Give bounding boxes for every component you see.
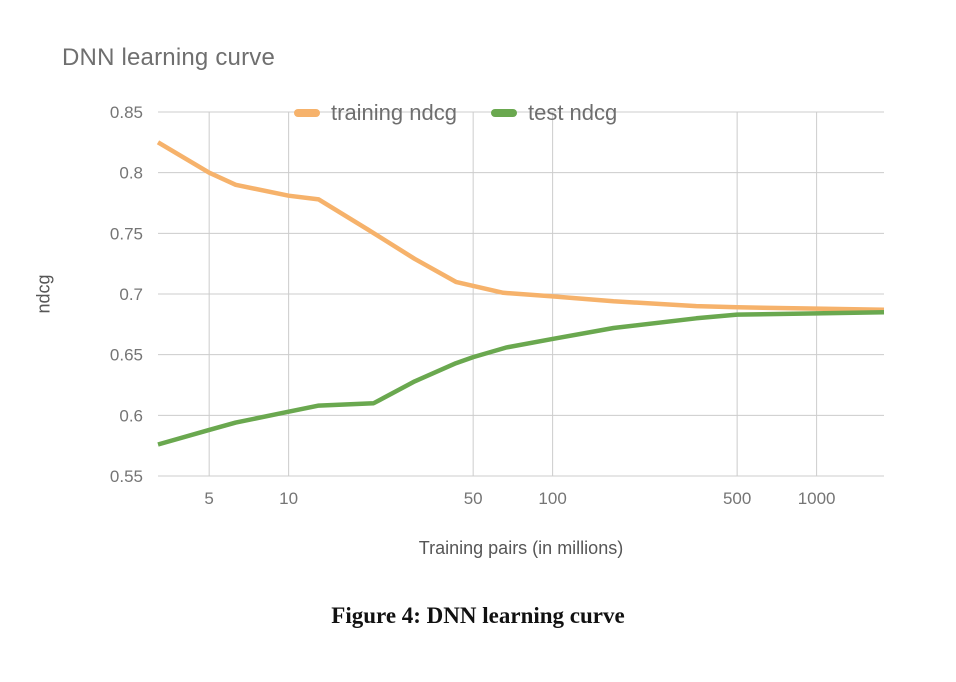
x-tick-label-1000: 1000 bbox=[798, 489, 836, 508]
series-line-training-ndcg bbox=[156, 140, 885, 313]
legend-swatch-icon bbox=[294, 109, 320, 117]
figure-caption: Figure 4: DNN learning curve bbox=[331, 603, 625, 628]
y-tick-label-0.55: 0.55 bbox=[110, 467, 143, 486]
x-tick-label-500: 500 bbox=[723, 489, 751, 508]
y-tick-label-0.85: 0.85 bbox=[110, 103, 143, 122]
y-tick-label-0.8: 0.8 bbox=[119, 164, 143, 183]
series-line-test-ndcg bbox=[157, 309, 885, 447]
legend: training ndcg test ndcg bbox=[294, 100, 617, 126]
chart-title: DNN learning curve bbox=[62, 44, 276, 71]
y-tick-label-0.65: 0.65 bbox=[110, 346, 143, 365]
x-axis-title: Training pairs (in millions) bbox=[418, 538, 624, 558]
legend-item-training-ndcg: training ndcg bbox=[294, 100, 457, 126]
x-tick-label-10: 10 bbox=[279, 489, 298, 508]
x-tick-label-50: 50 bbox=[464, 489, 483, 508]
legend-label: test ndcg bbox=[527, 100, 618, 125]
legend-swatch-icon bbox=[490, 109, 517, 117]
y-axis-title: ndcg bbox=[33, 274, 54, 314]
y-tick-label-0.7: 0.7 bbox=[119, 285, 143, 304]
legend-item-test-ndcg: test ndcg bbox=[490, 100, 618, 126]
legend-label: training ndcg bbox=[331, 100, 457, 125]
x-tick-label-100: 100 bbox=[538, 489, 566, 508]
y-tick-label-0.6: 0.6 bbox=[119, 406, 143, 425]
y-tick-label-0.75: 0.75 bbox=[110, 224, 143, 243]
x-tick-label-5: 5 bbox=[204, 489, 213, 508]
